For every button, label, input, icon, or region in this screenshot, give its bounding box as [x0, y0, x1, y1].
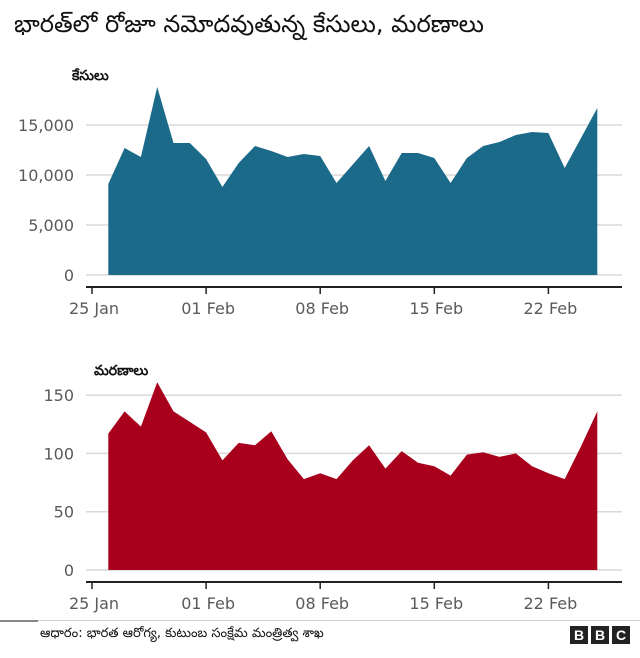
deaths-chart: మరణాలు 0 50 100 150 25 Jan 01 Feb 08 Feb 15 Feb 2…	[0, 355, 640, 620]
y-tick-label: 10,000	[18, 166, 74, 185]
x-tick-label: 25 Jan	[69, 299, 119, 318]
x-tick-label: 22 Feb	[524, 594, 578, 613]
y-tick-label: 50	[54, 503, 74, 522]
data-area	[108, 87, 598, 275]
y-tick-label: 150	[43, 386, 74, 405]
cases-chart: కేసులు 0 5,000 10,000 15,000 25 Jan 01 Feb 08 F…	[0, 60, 640, 325]
cases-area-plot: కేసులు 0 5,000 10,000 15,000 25 Jan 01 Feb 08 F…	[18, 68, 622, 318]
y-tick-label: 100	[43, 444, 74, 463]
panel-title: కేసులు	[71, 68, 109, 84]
source-note: ఆధారం: భారత ఆరోగ్య, కుటుంబ సంక్షేమ మంత్ర…	[40, 626, 324, 641]
bbc-logo-letter: B	[591, 626, 609, 644]
panel-title: మరణాలు	[94, 363, 148, 379]
y-tick-label: 15,000	[18, 116, 74, 135]
data-area	[108, 382, 598, 570]
x-tick-label: 15 Feb	[409, 299, 463, 318]
bbc-logo: B B C	[570, 626, 630, 644]
y-tick-label: 5,000	[28, 216, 74, 235]
x-tick-label: 25 Jan	[69, 594, 119, 613]
bbc-logo-letter: B	[570, 626, 588, 644]
x-tick-label: 08 Feb	[295, 299, 349, 318]
x-tick-label: 01 Feb	[181, 594, 235, 613]
x-tick-label: 01 Feb	[181, 299, 235, 318]
y-tick-label: 0	[64, 266, 74, 285]
chart-title: భారత్‌లో రోజూ నమోదవుతున్న కేసులు, మరణాలు	[14, 10, 484, 38]
x-tick-label: 15 Feb	[409, 594, 463, 613]
deaths-area-plot: మరణాలు 0 50 100 150 25 Jan 01 Feb 08 Feb 15 Feb 2…	[43, 363, 622, 613]
x-tick-label: 22 Feb	[524, 299, 578, 318]
y-tick-label: 0	[64, 561, 74, 580]
footer-divider	[0, 620, 640, 622]
bbc-logo-letter: C	[612, 626, 630, 644]
x-tick-label: 08 Feb	[295, 594, 349, 613]
